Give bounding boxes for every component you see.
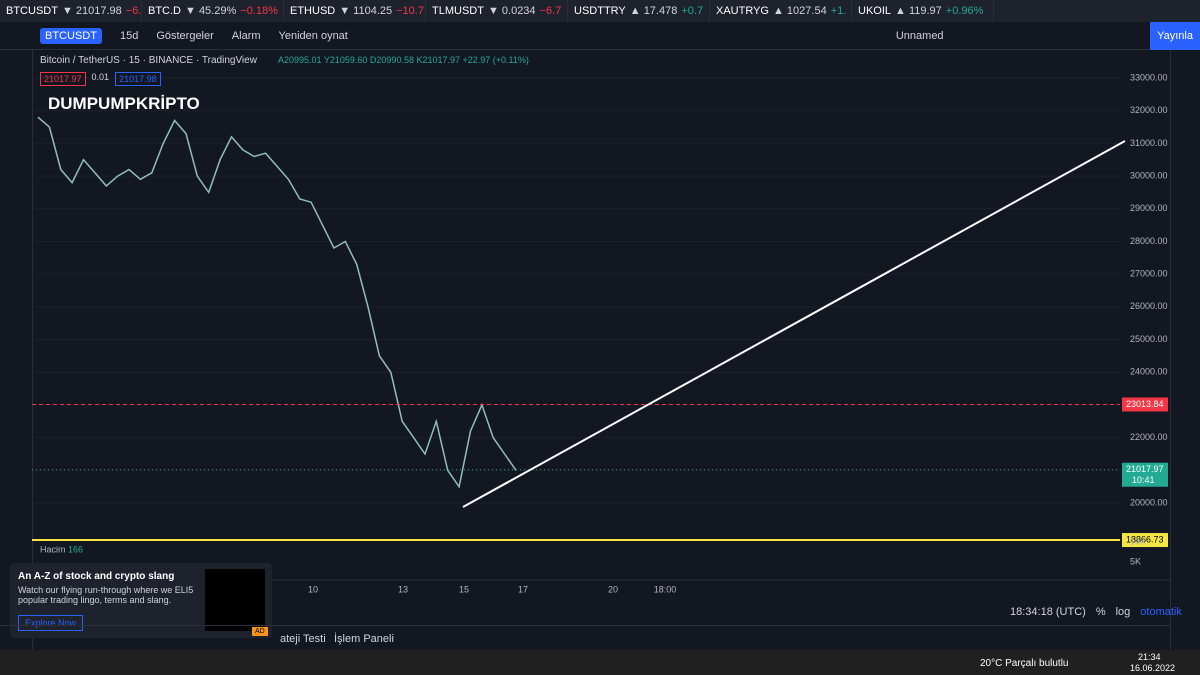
clock: 21:34 <box>1138 652 1161 662</box>
y-tick-label: 33000.00 <box>1130 72 1168 82</box>
tab-change: −10.7 <box>396 5 424 17</box>
tab-price: ▼ 1104.25 <box>339 5 393 17</box>
percent-toggle[interactable]: % <box>1095 606 1106 618</box>
tab-symbol: BTCUSDT <box>6 5 58 17</box>
symbol-tab[interactable]: TLMUSDT ▼ 0.0234 −6.7 <box>426 0 568 22</box>
y-tick-label: 27000.00 <box>1130 269 1168 279</box>
symbol-tab[interactable]: ETHUSD ▼ 1104.25 −10.7 <box>284 0 426 22</box>
volume-tick: 5K <box>1130 556 1141 566</box>
level-label: 18866.73 <box>1126 534 1164 544</box>
ad-logo <box>205 569 265 631</box>
level-badge <box>1122 397 1168 412</box>
tab-symbol: USDTTRY <box>574 5 626 17</box>
y-tick-label: 25000.00 <box>1130 334 1168 344</box>
level-badge <box>1122 462 1168 487</box>
buy-price[interactable]: 21017.98 <box>115 72 161 86</box>
alert[interactable]: Alarm <box>231 29 261 42</box>
x-tick-label: 17 <box>518 584 528 594</box>
tab-symbol: ETHUSD <box>290 5 336 17</box>
tab-price: ▲ 17.478 <box>629 5 678 17</box>
y-tick-label: 24000.00 <box>1130 367 1168 377</box>
level-badge <box>1122 533 1168 548</box>
tab-symbol: UKOIL <box>858 5 892 17</box>
spread: 0.01 <box>91 72 110 82</box>
indicators[interactable]: Göstergeler <box>156 29 214 42</box>
tab-symbol: XAUTRYG <box>716 5 769 17</box>
auto-toggle[interactable]: otomatik <box>1140 606 1182 618</box>
volume-value: 166 <box>68 544 83 554</box>
level-label: 21017.97 <box>1126 464 1164 474</box>
tab-change: +0.7 <box>681 5 704 17</box>
legend-title: Bitcoin / TetherUS · 15 · BINANCE · Trad… <box>40 55 257 66</box>
publish-button[interactable]: Yayınla <box>1150 22 1200 50</box>
layout-name[interactable]: Unnamed <box>895 29 944 42</box>
replay[interactable]: Yeniden oynat <box>278 29 348 42</box>
watermark: DUMPUMPKRİPTO <box>48 94 200 113</box>
date: 16.06.2022 <box>1130 663 1176 673</box>
y-tick-label: 28000.00 <box>1130 236 1168 246</box>
legend-ohlc: A20995.01 Y21059.60 D20990.58 K21017.97 … <box>278 55 529 65</box>
tab-change: +0.96% <box>945 5 984 17</box>
y-tick-label: 26000.00 <box>1130 301 1168 311</box>
symbol-tab[interactable]: BTC.D ▼ 45.29% −0.18% <box>142 0 284 22</box>
volume-label: Hacim <box>40 544 66 554</box>
panel-tab[interactable]: İşlem Paneli <box>334 633 394 645</box>
price-axis-bg <box>1120 50 1170 600</box>
level-label: 23013.84 <box>1126 399 1164 409</box>
tab-change: −6. <box>125 5 142 17</box>
ad-badge: AD <box>252 627 268 636</box>
ad-body: Watch our flying run-through where we EL… <box>18 585 194 605</box>
symbol-tab[interactable]: UKOIL ▲ 119.97 +0.96% <box>852 0 994 22</box>
volume-tick: 10K <box>1130 536 1146 546</box>
tab-change: −6.7 <box>539 5 562 17</box>
utc-time: 18:34:18 (UTC) <box>1010 606 1086 618</box>
right-sidebar <box>1170 50 1200 650</box>
trendline <box>462 140 1126 508</box>
ad-button[interactable]: Explore Now <box>18 615 84 631</box>
y-tick-label: 29000.00 <box>1130 203 1168 213</box>
sell-price[interactable]: 21017.97 <box>40 72 86 86</box>
tab-price: ▲ 1027.54 <box>772 5 827 17</box>
y-tick-label: 22000.00 <box>1130 432 1168 442</box>
toolbar: BTCUSDT 15d Göstergeler Alarm Yeniden oy… <box>0 22 1200 50</box>
interval[interactable]: 15d <box>119 29 139 42</box>
ad-title: An A-Z of stock and crypto slang <box>18 571 175 582</box>
x-tick-label: 18:00 <box>654 584 677 594</box>
log-toggle[interactable]: log <box>1115 606 1131 618</box>
symbol-tab[interactable]: XAUTRYG ▲ 1027.54 +1. <box>710 0 852 22</box>
y-tick-label: 30000.00 <box>1130 170 1168 180</box>
x-tick-label: 20 <box>608 584 618 594</box>
panel-tab[interactable]: ateji Testi <box>280 633 326 645</box>
x-tick-label: 13 <box>398 584 408 594</box>
tab-change: −0.18% <box>240 5 278 17</box>
x-tick-label: 15 <box>459 584 469 594</box>
y-tick-label: 32000.00 <box>1130 105 1168 115</box>
tab-price: ▼ 21017.98 <box>61 5 122 17</box>
symbol-button[interactable]: BTCUSDT <box>40 27 102 44</box>
y-tick-label: 20000.00 <box>1130 497 1168 507</box>
drawing-tools <box>0 50 33 650</box>
weather: 20°C Parçalı bulutlu <box>980 658 1069 669</box>
x-tick-label: 10 <box>308 584 318 594</box>
tab-change: +1. <box>830 5 847 17</box>
tab-price: ▼ 0.0234 <box>487 5 536 17</box>
tab-symbol: TLMUSDT <box>432 5 484 17</box>
trade-buttons: 21017.97 0.01 21017.98 <box>40 72 161 86</box>
tab-price: ▲ 119.97 <box>895 5 942 17</box>
level-time: 10:41 <box>1132 475 1155 485</box>
symbol-tab[interactable]: BTCUSDT ▼ 21017.98 −6. <box>0 0 142 22</box>
symbol-tab[interactable]: USDTTRY ▲ 17.478 +0.7 <box>568 0 710 22</box>
tab-price: ▼ 45.29% <box>185 5 237 17</box>
status-bar: 18:34:18 (UTC) % log otomatik <box>1010 606 1182 618</box>
tab-bar: BTCUSDT ▼ 21017.98 −6. BTC.D ▼ 45.29% −0.18% E… <box>0 0 1200 22</box>
price-line <box>37 116 517 489</box>
y-tick-label: 31000.00 <box>1130 138 1168 148</box>
bottom-panel: ateji Testi İşlem Paneli <box>0 625 1170 650</box>
chart: 33000.00 32000.00 31000.00 30000.00 29000.00… <box>32 50 1170 600</box>
tab-symbol: BTC.D <box>148 5 181 17</box>
taskbar: 20°C Parçalı bulutlu 21:34 16.06.2022 <box>0 650 1200 675</box>
